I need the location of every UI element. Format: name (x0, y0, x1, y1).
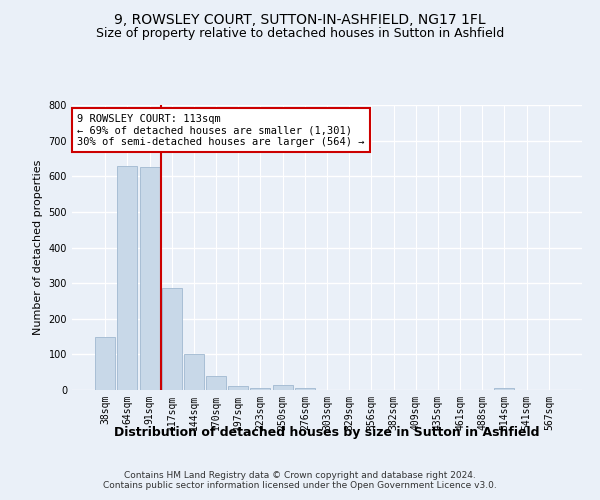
Text: Size of property relative to detached houses in Sutton in Ashfield: Size of property relative to detached ho… (96, 28, 504, 40)
Text: Distribution of detached houses by size in Sutton in Ashfield: Distribution of detached houses by size … (114, 426, 540, 439)
Bar (206, 376, 226, 390)
Bar (140, 168, 160, 390)
Text: 9, ROWSLEY COURT, SUTTON-IN-ASHFIELD, NG17 1FL: 9, ROWSLEY COURT, SUTTON-IN-ASHFIELD, NG… (114, 12, 486, 26)
Bar (118, 166, 137, 390)
Bar (184, 354, 204, 390)
Bar (295, 388, 315, 390)
Text: 9 ROWSLEY COURT: 113sqm
← 69% of detached houses are smaller (1,301)
30% of semi: 9 ROWSLEY COURT: 113sqm ← 69% of detache… (77, 114, 365, 147)
Y-axis label: Number of detached properties: Number of detached properties (33, 160, 43, 335)
Text: Contains HM Land Registry data © Crown copyright and database right 2024.
Contai: Contains HM Land Registry data © Crown c… (103, 470, 497, 490)
Bar (95, 336, 115, 390)
Bar (272, 384, 293, 390)
Bar (162, 288, 182, 390)
Bar (250, 388, 271, 390)
Bar (228, 386, 248, 390)
Bar (494, 388, 514, 390)
